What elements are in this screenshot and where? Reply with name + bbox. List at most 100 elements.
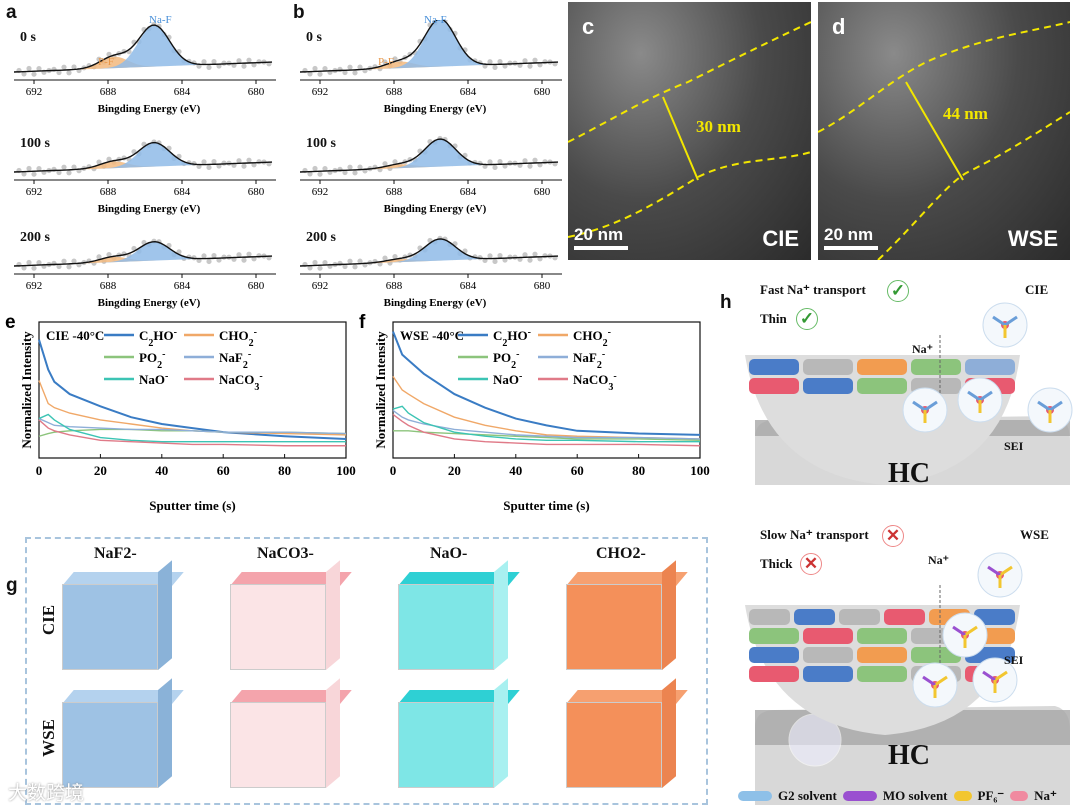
scale-bar: 20 nm <box>574 225 628 250</box>
x-axis-label: Bingding Energy (eV) <box>98 103 201 115</box>
x-tick-label: 80 <box>632 463 645 478</box>
series-line-po2 <box>393 430 701 442</box>
x-axis-label: Sputter time (s) <box>503 498 589 513</box>
legend-label: NaO- <box>493 371 522 388</box>
panel-label-g: g <box>6 575 18 596</box>
chart-annotation: CIE -40°C <box>46 328 104 343</box>
tick-label: 684 <box>460 280 477 292</box>
x-tick-label: 100 <box>690 463 710 478</box>
tick-label: 684 <box>174 280 191 292</box>
scale-label: 20 nm <box>574 225 624 244</box>
legend-label: C2HO- <box>493 327 531 349</box>
time-label: 100 s <box>20 136 50 151</box>
tof-sims-3d-cube <box>398 560 520 672</box>
legend-label: PO2- <box>139 349 165 371</box>
x-axis-label: Bingding Energy (eV) <box>98 297 201 309</box>
series-line-cho2 <box>392 376 701 440</box>
tem-image-wse: d 44 nm 20 nm WSE <box>818 2 1070 260</box>
electrolyte-label: WSE <box>1007 226 1058 251</box>
column-label-naco3: NaCO3- <box>255 545 316 563</box>
xps-spectrum: 692 688 684 680 Bingding Energy (eV) 100 s <box>14 128 284 220</box>
legend-label: NaF2- <box>219 349 251 371</box>
legend-label: MO solvent <box>882 788 948 803</box>
time-label: 100 s <box>306 136 336 151</box>
legend-swatch <box>842 791 877 801</box>
x-tick-label: 20 <box>448 463 461 478</box>
tick-label: 688 <box>100 86 117 98</box>
tof-sims-3d-cube <box>230 560 352 672</box>
tick-label: 692 <box>26 280 43 292</box>
legend-label: G2 solvent <box>778 788 837 803</box>
legend-label: PO2- <box>493 349 519 371</box>
sei-schematic-cie <box>745 302 1073 485</box>
tof-sims-3d-cube <box>566 560 688 672</box>
peak-label-na-f: Na-F <box>424 14 447 26</box>
peak-label-p-f: P-F <box>98 56 114 68</box>
tick-label: 684 <box>460 86 477 98</box>
xps-spectrum: 692 688 684 680 Bingding Energy (eV) 200 s <box>300 222 570 314</box>
sei-label: SEI <box>1004 653 1024 667</box>
legend-label: NaCO3- <box>219 371 263 393</box>
xps-spectrum: 692 688 684 680 Bingding Energy (eV) 200 s <box>14 222 284 314</box>
y-axis-label: Normalized Intensity <box>373 331 388 449</box>
thickness-label: Thick <box>760 556 793 571</box>
x-axis-label: Bingding Energy (eV) <box>384 297 487 309</box>
tick-label: 692 <box>312 280 329 292</box>
panel-label-f: f <box>359 312 366 333</box>
plot-frame <box>392 321 701 459</box>
sei-schematic-wse <box>745 552 1070 805</box>
na-ion-label: Na⁺ <box>912 342 933 356</box>
thickness-label: 44 nm <box>943 104 988 123</box>
tick-label: 692 <box>312 86 329 98</box>
series-line-c2ho <box>38 339 347 440</box>
y-axis-label: Normalized Intensity <box>19 331 34 449</box>
tof-sims-3d-cube <box>62 560 184 672</box>
peak-label-na-f: Na-F <box>149 14 172 26</box>
x-tick-label: 40 <box>509 463 522 478</box>
electrolyte-label: WSE <box>1020 527 1049 542</box>
series-line-naco3 <box>392 413 701 447</box>
x-tick-label: 40 <box>155 463 168 478</box>
series-line-nao <box>38 413 346 443</box>
tof-sims-3d-cube <box>62 678 184 790</box>
thickness-label: Thin <box>760 311 787 326</box>
tof-sims-3d-cube <box>566 678 688 790</box>
tick-label: 688 <box>100 280 117 292</box>
electrolyte-label: CIE <box>762 226 799 251</box>
tick-label: 684 <box>460 186 477 198</box>
x-tick-label: 20 <box>94 463 107 478</box>
panel-label-h: h <box>720 292 732 313</box>
thickness-label: 30 nm <box>696 117 741 136</box>
legend-label: NaO- <box>139 371 168 388</box>
tick-label: 680 <box>248 280 265 292</box>
electrolyte-label: CIE <box>1025 282 1049 297</box>
peak-label-p-f: P-F <box>378 56 394 68</box>
row-label-cie: CIE <box>39 604 59 636</box>
tick-label: 688 <box>386 280 403 292</box>
column-label-nao: NaO- <box>428 545 470 563</box>
series-line-naf2 <box>392 409 701 440</box>
legend-label: PF₆⁻ <box>977 788 1005 803</box>
x-tick-label: 80 <box>278 463 291 478</box>
cross-icon: ✕ <box>882 525 904 547</box>
time-label: 200 s <box>306 230 336 245</box>
check-icon: ✓ <box>887 280 909 302</box>
transport-label: Fast Na⁺ transport <box>760 282 866 297</box>
series-line-nao <box>392 405 700 443</box>
x-tick-label: 60 <box>217 463 230 478</box>
hc-label: HC <box>888 740 930 771</box>
tick-label: 680 <box>534 86 551 98</box>
xps-spectrum: 692 688 684 680 Bingding Energy (eV) 0 s Na-F P… <box>14 14 284 120</box>
tick-label: 688 <box>386 86 403 98</box>
row-label-wse: WSE <box>38 719 58 757</box>
legend: G2 solvent MO solvent PF₆⁻ Na⁺ <box>738 788 1057 804</box>
x-tick-label: 0 <box>36 463 43 478</box>
tick-label: 680 <box>248 186 265 198</box>
cross-icon: ✕ <box>800 553 822 575</box>
column-label-naf2: NaF2- <box>92 545 139 563</box>
hc-label: HC <box>888 458 930 489</box>
legend-label: NaF2- <box>573 349 605 371</box>
xps-spectrum: 692 688 684 680 Bingding Energy (eV) 0 s Na-F P… <box>300 14 570 120</box>
scale-bar: 20 nm <box>824 225 878 250</box>
series-line-naf2 <box>38 417 347 435</box>
